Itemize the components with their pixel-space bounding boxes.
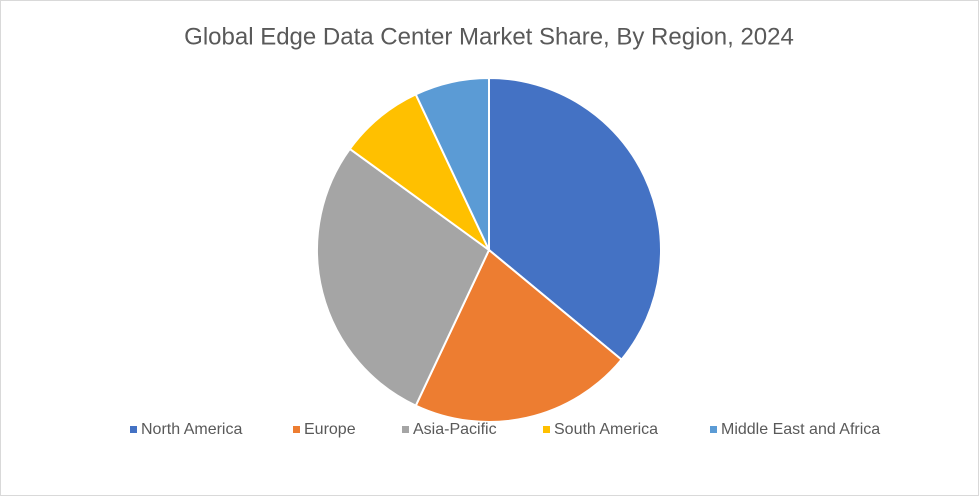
legend-swatch <box>293 426 300 433</box>
legend-label: South America <box>554 421 658 438</box>
legend-swatch <box>543 426 550 433</box>
legend-swatch <box>710 426 717 433</box>
legend-label: Europe <box>304 421 356 438</box>
pie-slice <box>414 248 623 423</box>
legend-label: Asia-Pacific <box>413 421 497 438</box>
chart-title: Global Edge Data Center Market Share, By… <box>184 23 794 50</box>
pie-slice <box>414 76 490 251</box>
legend-label: Middle East and Africa <box>721 421 880 438</box>
legend-label: North America <box>141 421 242 438</box>
pie-slice <box>316 147 491 407</box>
pie-slice <box>488 76 662 362</box>
legend-swatch <box>402 426 409 433</box>
legend-swatch <box>130 426 137 433</box>
